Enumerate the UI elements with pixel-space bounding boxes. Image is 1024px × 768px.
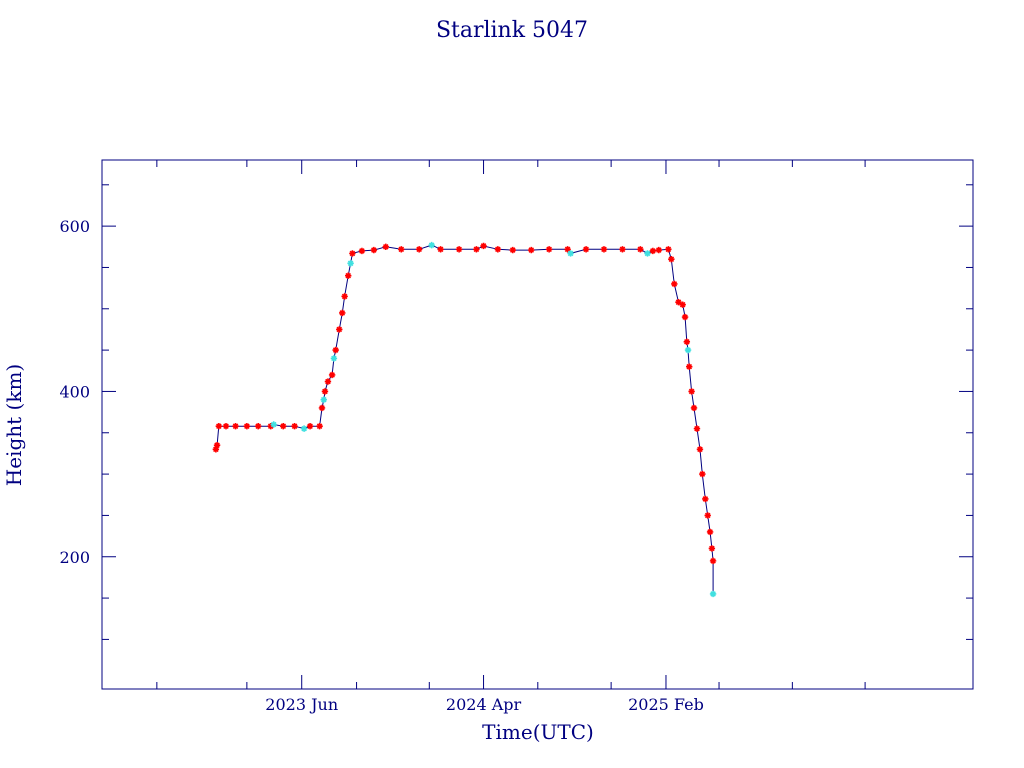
data-point	[637, 246, 644, 253]
x-axis-label: Time(UTC)	[482, 720, 594, 744]
data-point	[328, 371, 336, 379]
data-point	[339, 309, 346, 317]
x-tick-label: 2025 Feb	[628, 695, 704, 714]
data-point	[688, 388, 695, 395]
data-point	[316, 422, 323, 430]
data-point	[473, 246, 480, 253]
data-point	[318, 404, 326, 412]
data-point	[415, 246, 423, 253]
data-point	[222, 422, 230, 430]
data-point	[428, 241, 435, 249]
y-tick-labels: 200 400 600	[59, 217, 90, 567]
data-point	[341, 293, 348, 300]
plot-frame	[101, 159, 974, 690]
data-point	[306, 422, 314, 430]
data-point	[280, 422, 287, 430]
x-tick-labels: 2023 Jun 2024 Apr 2025 Feb	[265, 695, 704, 714]
data-point	[321, 388, 329, 395]
data-point	[600, 246, 608, 253]
data-point	[291, 422, 298, 430]
height-trace-line	[215, 244, 714, 594]
data-points	[212, 241, 717, 598]
y-tick-label: 400	[59, 382, 90, 401]
data-point	[679, 301, 686, 308]
data-point	[684, 346, 692, 354]
data-point	[347, 260, 354, 267]
data-point	[564, 246, 571, 253]
data-point	[709, 590, 717, 598]
data-point	[270, 421, 277, 428]
data-point	[332, 346, 339, 354]
data-point	[480, 242, 487, 250]
data-point	[649, 247, 657, 255]
data-point	[671, 280, 678, 288]
data-point	[567, 250, 574, 257]
data-point	[267, 422, 274, 430]
data-point	[345, 272, 352, 279]
data-point	[668, 255, 675, 263]
data-point	[382, 243, 389, 250]
data-point	[619, 246, 626, 253]
data-point	[665, 246, 672, 253]
data-point	[398, 246, 405, 253]
data-point	[349, 250, 356, 257]
data-point	[683, 338, 691, 346]
data-trace	[215, 244, 714, 594]
data-point	[582, 246, 590, 253]
data-point	[358, 247, 366, 255]
axis-ticks	[102, 160, 973, 689]
data-point	[370, 246, 378, 254]
data-point	[706, 528, 714, 536]
y-tick-label: 200	[59, 548, 90, 567]
data-point	[702, 495, 709, 503]
data-point	[254, 422, 262, 430]
data-point	[675, 298, 682, 306]
chart-title: Starlink 5047	[436, 18, 588, 43]
x-tick-label: 2024 Apr	[446, 695, 522, 714]
data-point	[324, 378, 332, 385]
data-point	[699, 470, 706, 478]
data-point	[644, 250, 651, 257]
x-tick-label: 2023 Jun	[265, 695, 338, 714]
data-point	[232, 422, 239, 430]
data-point	[545, 246, 553, 253]
data-point	[320, 396, 327, 403]
data-point	[213, 441, 221, 449]
y-axis-label: Height (km)	[2, 364, 26, 486]
data-point	[336, 326, 343, 333]
data-point	[655, 246, 663, 254]
y-tick-label: 600	[59, 217, 90, 236]
data-point	[215, 422, 223, 430]
data-point	[696, 446, 704, 453]
data-point	[300, 425, 308, 432]
data-point	[212, 446, 220, 453]
data-point	[693, 425, 701, 432]
data-point	[243, 422, 251, 430]
data-point	[330, 355, 338, 362]
data-point	[686, 363, 693, 370]
data-point	[494, 246, 502, 253]
data-point	[704, 512, 711, 519]
data-point	[709, 557, 717, 565]
data-point	[708, 545, 716, 552]
data-point	[690, 404, 698, 412]
data-point	[455, 246, 463, 253]
data-point	[437, 246, 444, 253]
data-point	[528, 246, 535, 254]
data-point	[681, 313, 689, 321]
data-point	[509, 246, 516, 254]
